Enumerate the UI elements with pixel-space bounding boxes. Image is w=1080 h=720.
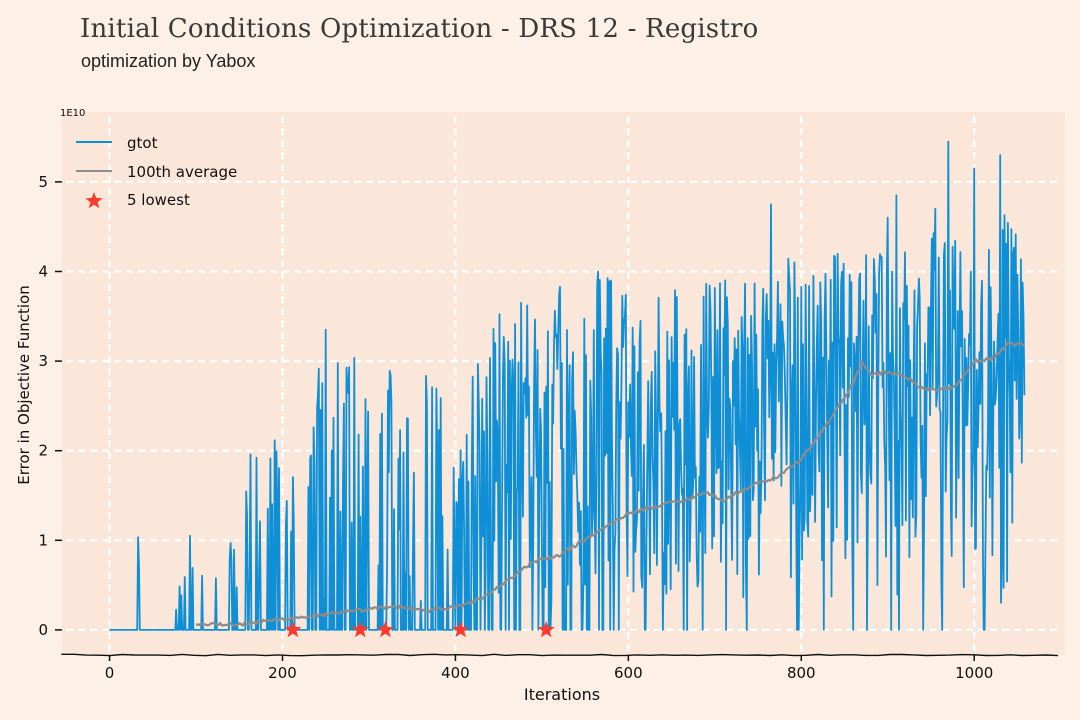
y-tick-label-0: 0 — [38, 621, 48, 639]
legend-label-gtot: gtot — [127, 134, 158, 152]
y-tick-label-5: 5 — [38, 173, 48, 191]
lowest-point-star-icon — [452, 620, 470, 638]
legend-label-lowest: 5 lowest — [127, 191, 190, 209]
legend-swatch-lowest-star-icon — [85, 192, 103, 209]
series-layer — [109, 140, 1026, 638]
series-gtot-line — [109, 140, 1026, 631]
chart-subtitle: optimization by Yabox — [81, 51, 256, 71]
axes: 0 200 400 600 800 1000 0 1 2 3 4 5 — [38, 173, 1059, 682]
chart-title: Initial Conditions Optimization - DRS 12… — [80, 14, 759, 44]
lowest-point-star-icon — [537, 620, 555, 638]
x-tick-label-0: 0 — [105, 664, 115, 682]
series-average-line — [195, 341, 1025, 627]
lowest-point-star-icon — [376, 620, 394, 638]
y-multiplier-label: 1E10 — [60, 108, 85, 119]
legend-label-average: 100th average — [127, 163, 237, 181]
x-tick-label-600: 600 — [614, 664, 643, 682]
y-tick-label-4: 4 — [38, 262, 48, 280]
x-tick-label-800: 800 — [787, 664, 816, 682]
x-axis-line — [61, 653, 1059, 657]
lowest-point-star-icon — [284, 620, 302, 638]
y-axis-label: Error in Objective Function — [15, 285, 33, 484]
y-tick-label-2: 2 — [38, 442, 48, 460]
x-axis-label: Iterations — [524, 685, 600, 704]
lowest-point-star-icon — [351, 620, 369, 638]
x-tick-label-400: 400 — [441, 664, 470, 682]
y-tick-label-1: 1 — [38, 531, 48, 549]
x-tick-label-200: 200 — [268, 664, 297, 682]
x-tick-label-1000: 1000 — [955, 664, 993, 682]
legend: gtot 100th average 5 lowest — [76, 134, 237, 209]
y-tick-label-3: 3 — [38, 352, 48, 370]
